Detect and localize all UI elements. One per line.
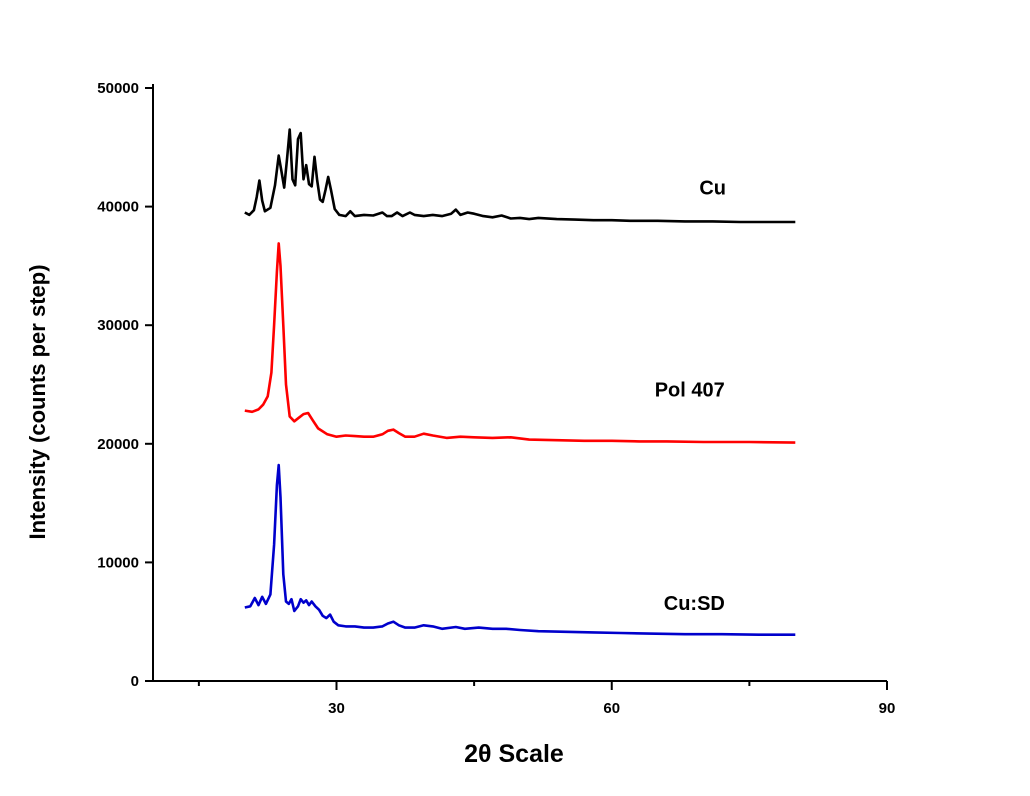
series-label-pol-407: Pol 407 — [655, 379, 725, 401]
axes-layer: 0 10000 20000 30000 40000 50000 30 60 90 — [97, 80, 895, 717]
series-label-cu-sd: Cu:SD — [664, 593, 725, 615]
series-label-cu: Cu — [699, 178, 726, 200]
y-tick-label: 20000 — [97, 436, 139, 453]
labels-layer: Cu Pol 407 Cu:SD — [655, 178, 726, 615]
y-tick-label: 10000 — [97, 554, 139, 571]
series-line-pol-407 — [244, 242, 796, 444]
y-tick-label: 50000 — [97, 80, 139, 97]
y-tick-label: 40000 — [97, 199, 139, 216]
series-line-cu — [244, 128, 796, 224]
x-tick-label: 90 — [879, 700, 896, 717]
y-axis-title: Intensity (counts per step) — [25, 264, 50, 539]
y-tick-label: 30000 — [97, 317, 139, 334]
series-line-cu-sd — [244, 463, 796, 636]
x-tick-label: 30 — [328, 700, 345, 717]
x-axis-title: 2θ Scale — [464, 740, 564, 768]
series-layer — [244, 128, 796, 636]
y-tick-label: 0 — [131, 673, 139, 690]
x-tick-label: 60 — [603, 700, 620, 717]
